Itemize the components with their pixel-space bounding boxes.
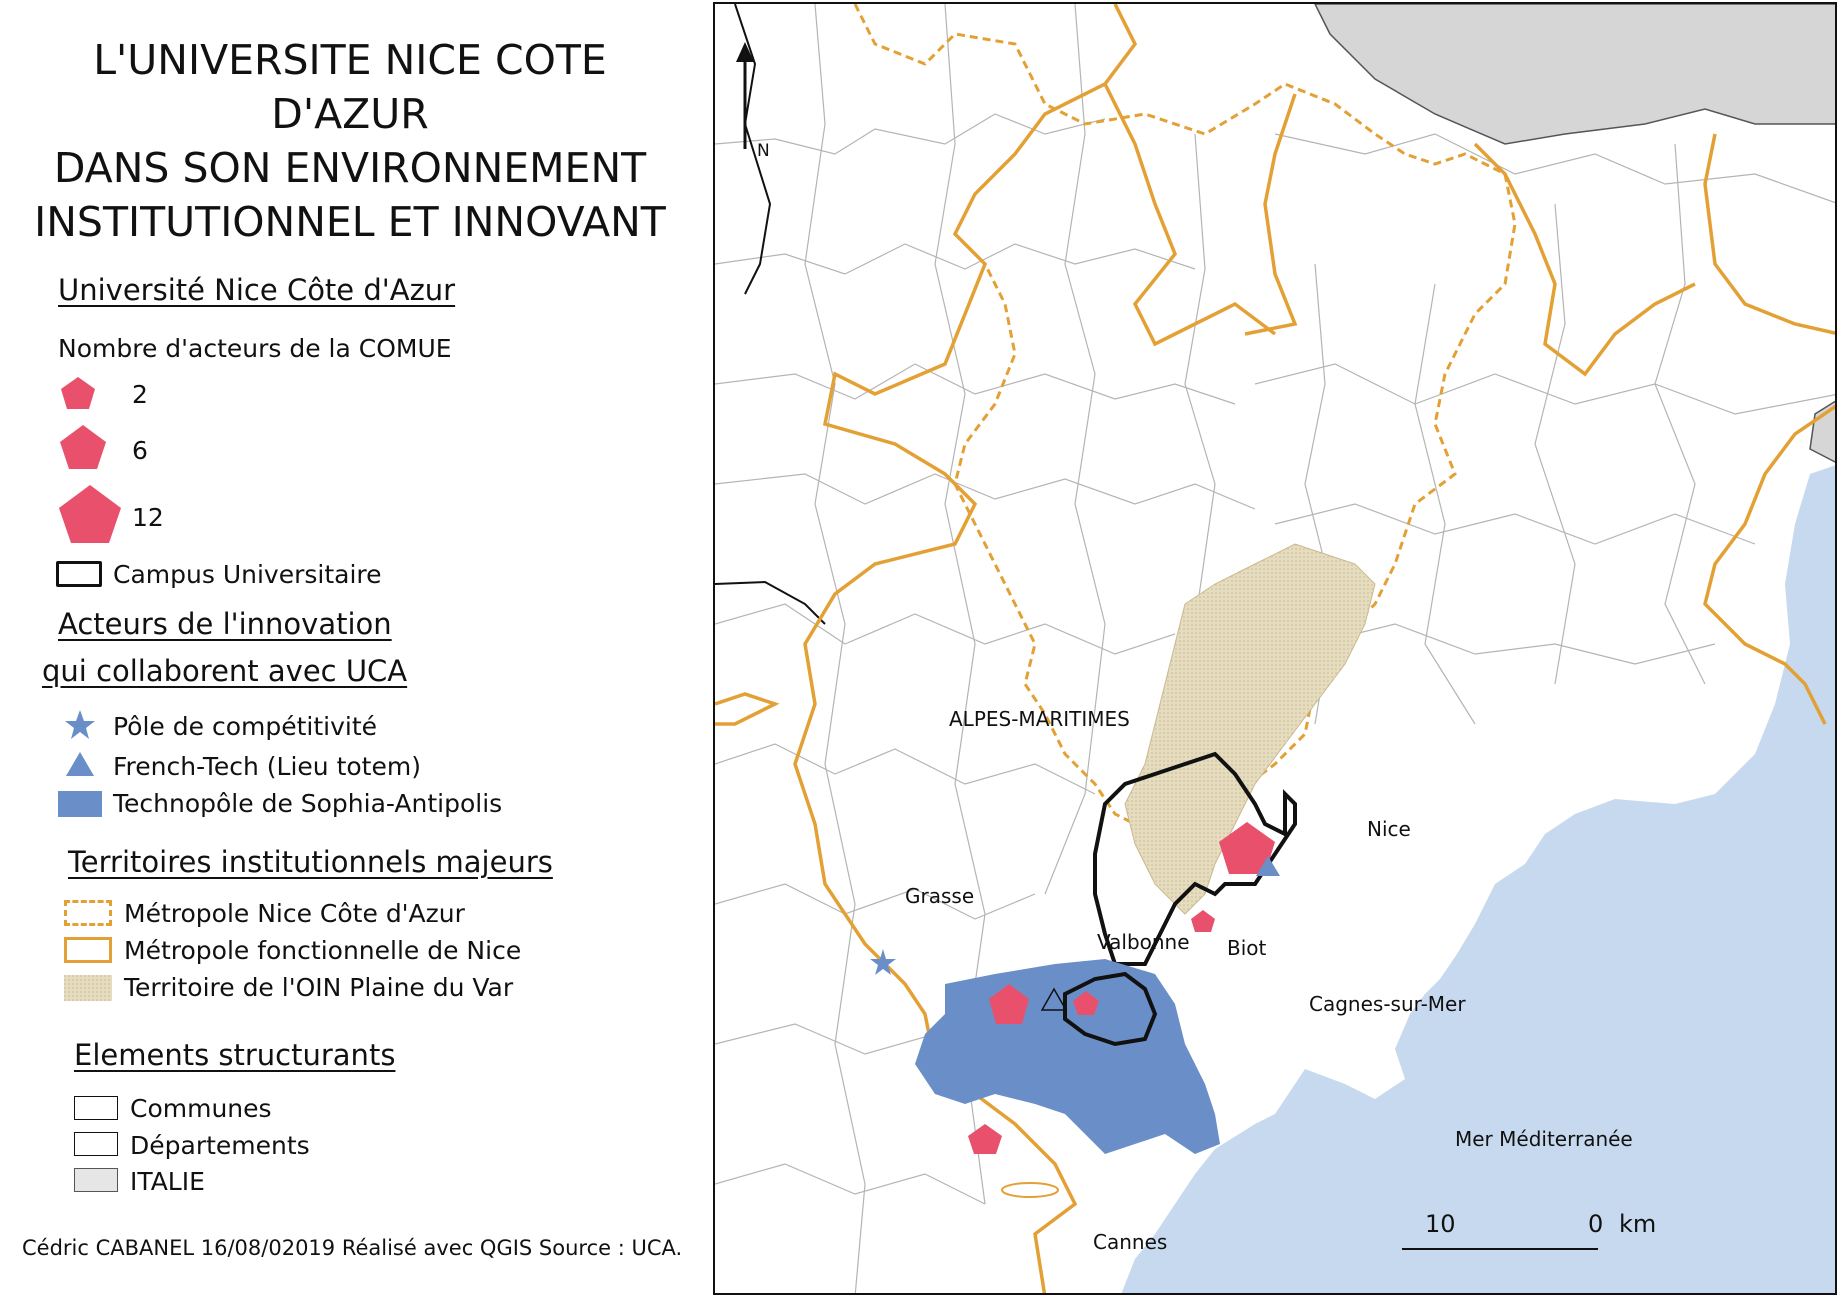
legend-frenchtech-label: French-Tech (Lieu totem) xyxy=(113,752,421,781)
legend-fonctionnelle-label: Métropole fonctionnelle de Nice xyxy=(124,936,522,965)
triangle-icon xyxy=(66,752,94,776)
label-alpes-maritimes: ALPES-MARITIMES xyxy=(949,707,1130,731)
map-credit: Cédric CABANEL 16/08/02019 Réalisé avec … xyxy=(22,1236,683,1260)
label-grasse: Grasse xyxy=(905,884,975,908)
technopole-area xyxy=(915,959,1220,1154)
legend-pole-label: Pôle de compétitivité xyxy=(113,712,378,741)
legend-oin-label: Territoire de l'OIN Plaine du Var xyxy=(124,973,514,1002)
technopole-swatch xyxy=(58,791,102,817)
pentagon-sophia-small xyxy=(1073,991,1099,1015)
legend-metropole-label: Métropole Nice Côte d'Azur xyxy=(124,899,465,928)
island-1 xyxy=(1001,1182,1059,1198)
star-icon xyxy=(65,710,95,739)
legend-technopole-label: Technopôle de Sophia-Antipolis xyxy=(113,789,503,818)
pentagon-medium-icon xyxy=(60,425,106,469)
sea xyxy=(1121,465,1835,1293)
departement-boundary-2 xyxy=(715,580,826,625)
north-label: N xyxy=(757,141,770,161)
label-cannes: Cannes xyxy=(1093,1230,1168,1254)
pentagon-large-icon xyxy=(59,485,121,543)
scale-unit-label: km xyxy=(1619,1210,1657,1238)
map-title-line-2: D'AZUR xyxy=(271,90,429,138)
legend-communes-label: Communes xyxy=(130,1094,272,1123)
legend-heading-innovation-1: Acteurs de l'innovation xyxy=(58,607,392,641)
label-mer: Mer Méditerranée xyxy=(1455,1127,1633,1151)
campus-nice-boundary xyxy=(1093,751,1297,966)
campus-swatch xyxy=(56,561,102,587)
map-title-line-3: DANS SON ENVIRONNEMENT xyxy=(53,144,647,192)
legend-count-label: Nombre d'acteurs de la COMUE xyxy=(58,334,452,363)
italie-swatch xyxy=(74,1168,118,1192)
legend-campus-label: Campus Universitaire xyxy=(113,560,382,589)
map-canvas xyxy=(715,4,1835,1293)
triangle-sophia xyxy=(1040,987,1068,1011)
italy-area-east xyxy=(1809,400,1835,463)
pentagon-sophia-large xyxy=(989,984,1029,1024)
pentagon-small-icon xyxy=(61,377,95,409)
label-cagnes: Cagnes-sur-Mer xyxy=(1309,992,1466,1016)
oin-swatch xyxy=(64,975,112,1001)
star-pole xyxy=(870,949,896,975)
pentagon-nice xyxy=(1219,822,1275,874)
departements-swatch xyxy=(74,1132,118,1156)
pentagon-cannes xyxy=(968,1124,1002,1154)
map-frame: N ALPES-MARITIMES Nice Grasse Valbonne B… xyxy=(713,2,1837,1295)
oin-territory xyxy=(1124,543,1376,915)
legend-size-12: 12 xyxy=(132,503,164,532)
metropole-fonctionnelle-swatch xyxy=(64,937,112,963)
pentagon-cagnes xyxy=(1191,910,1215,932)
legend-departements-label: Départements xyxy=(130,1131,310,1160)
metropole-dashed-swatch xyxy=(64,900,112,926)
label-biot: Biot xyxy=(1227,936,1267,960)
departement-boundary xyxy=(734,4,772,295)
metropole-fonctionnelle-boundary xyxy=(715,4,1835,1293)
metropole-nca-boundary xyxy=(853,4,1517,836)
scale-right-label: 0 xyxy=(1588,1210,1604,1238)
legend-heading-uca: Université Nice Côte d'Azur xyxy=(58,273,456,307)
legend-size-2: 2 xyxy=(132,380,148,409)
legend-heading-territories: Territoires institutionnels majeurs xyxy=(68,845,553,879)
map-title-line-4: INSTITUTIONNEL ET INNOVANT xyxy=(34,198,666,246)
legend-size-6: 6 xyxy=(132,436,148,465)
map-title-line-1: L'UNIVERSITE NICE COTE xyxy=(93,36,607,84)
legend-italie-label: ITALIE xyxy=(130,1167,205,1196)
label-valbonne: Valbonne xyxy=(1097,930,1190,954)
triangle-nice xyxy=(1256,856,1280,876)
north-arrow-icon xyxy=(736,42,754,149)
communes-swatch xyxy=(74,1096,118,1120)
campus-sophia-boundary xyxy=(1063,971,1158,1047)
label-nice: Nice xyxy=(1367,817,1411,841)
italy-area xyxy=(1314,4,1835,145)
scale-left-label: 10 xyxy=(1425,1210,1456,1238)
legend-heading-structure: Elements structurants xyxy=(74,1038,396,1072)
legend-panel: L'UNIVERSITE NICE COTE D'AZUR DANS SON E… xyxy=(0,0,700,1299)
legend-heading-innovation-2: qui collaborent avec UCA xyxy=(42,654,408,688)
